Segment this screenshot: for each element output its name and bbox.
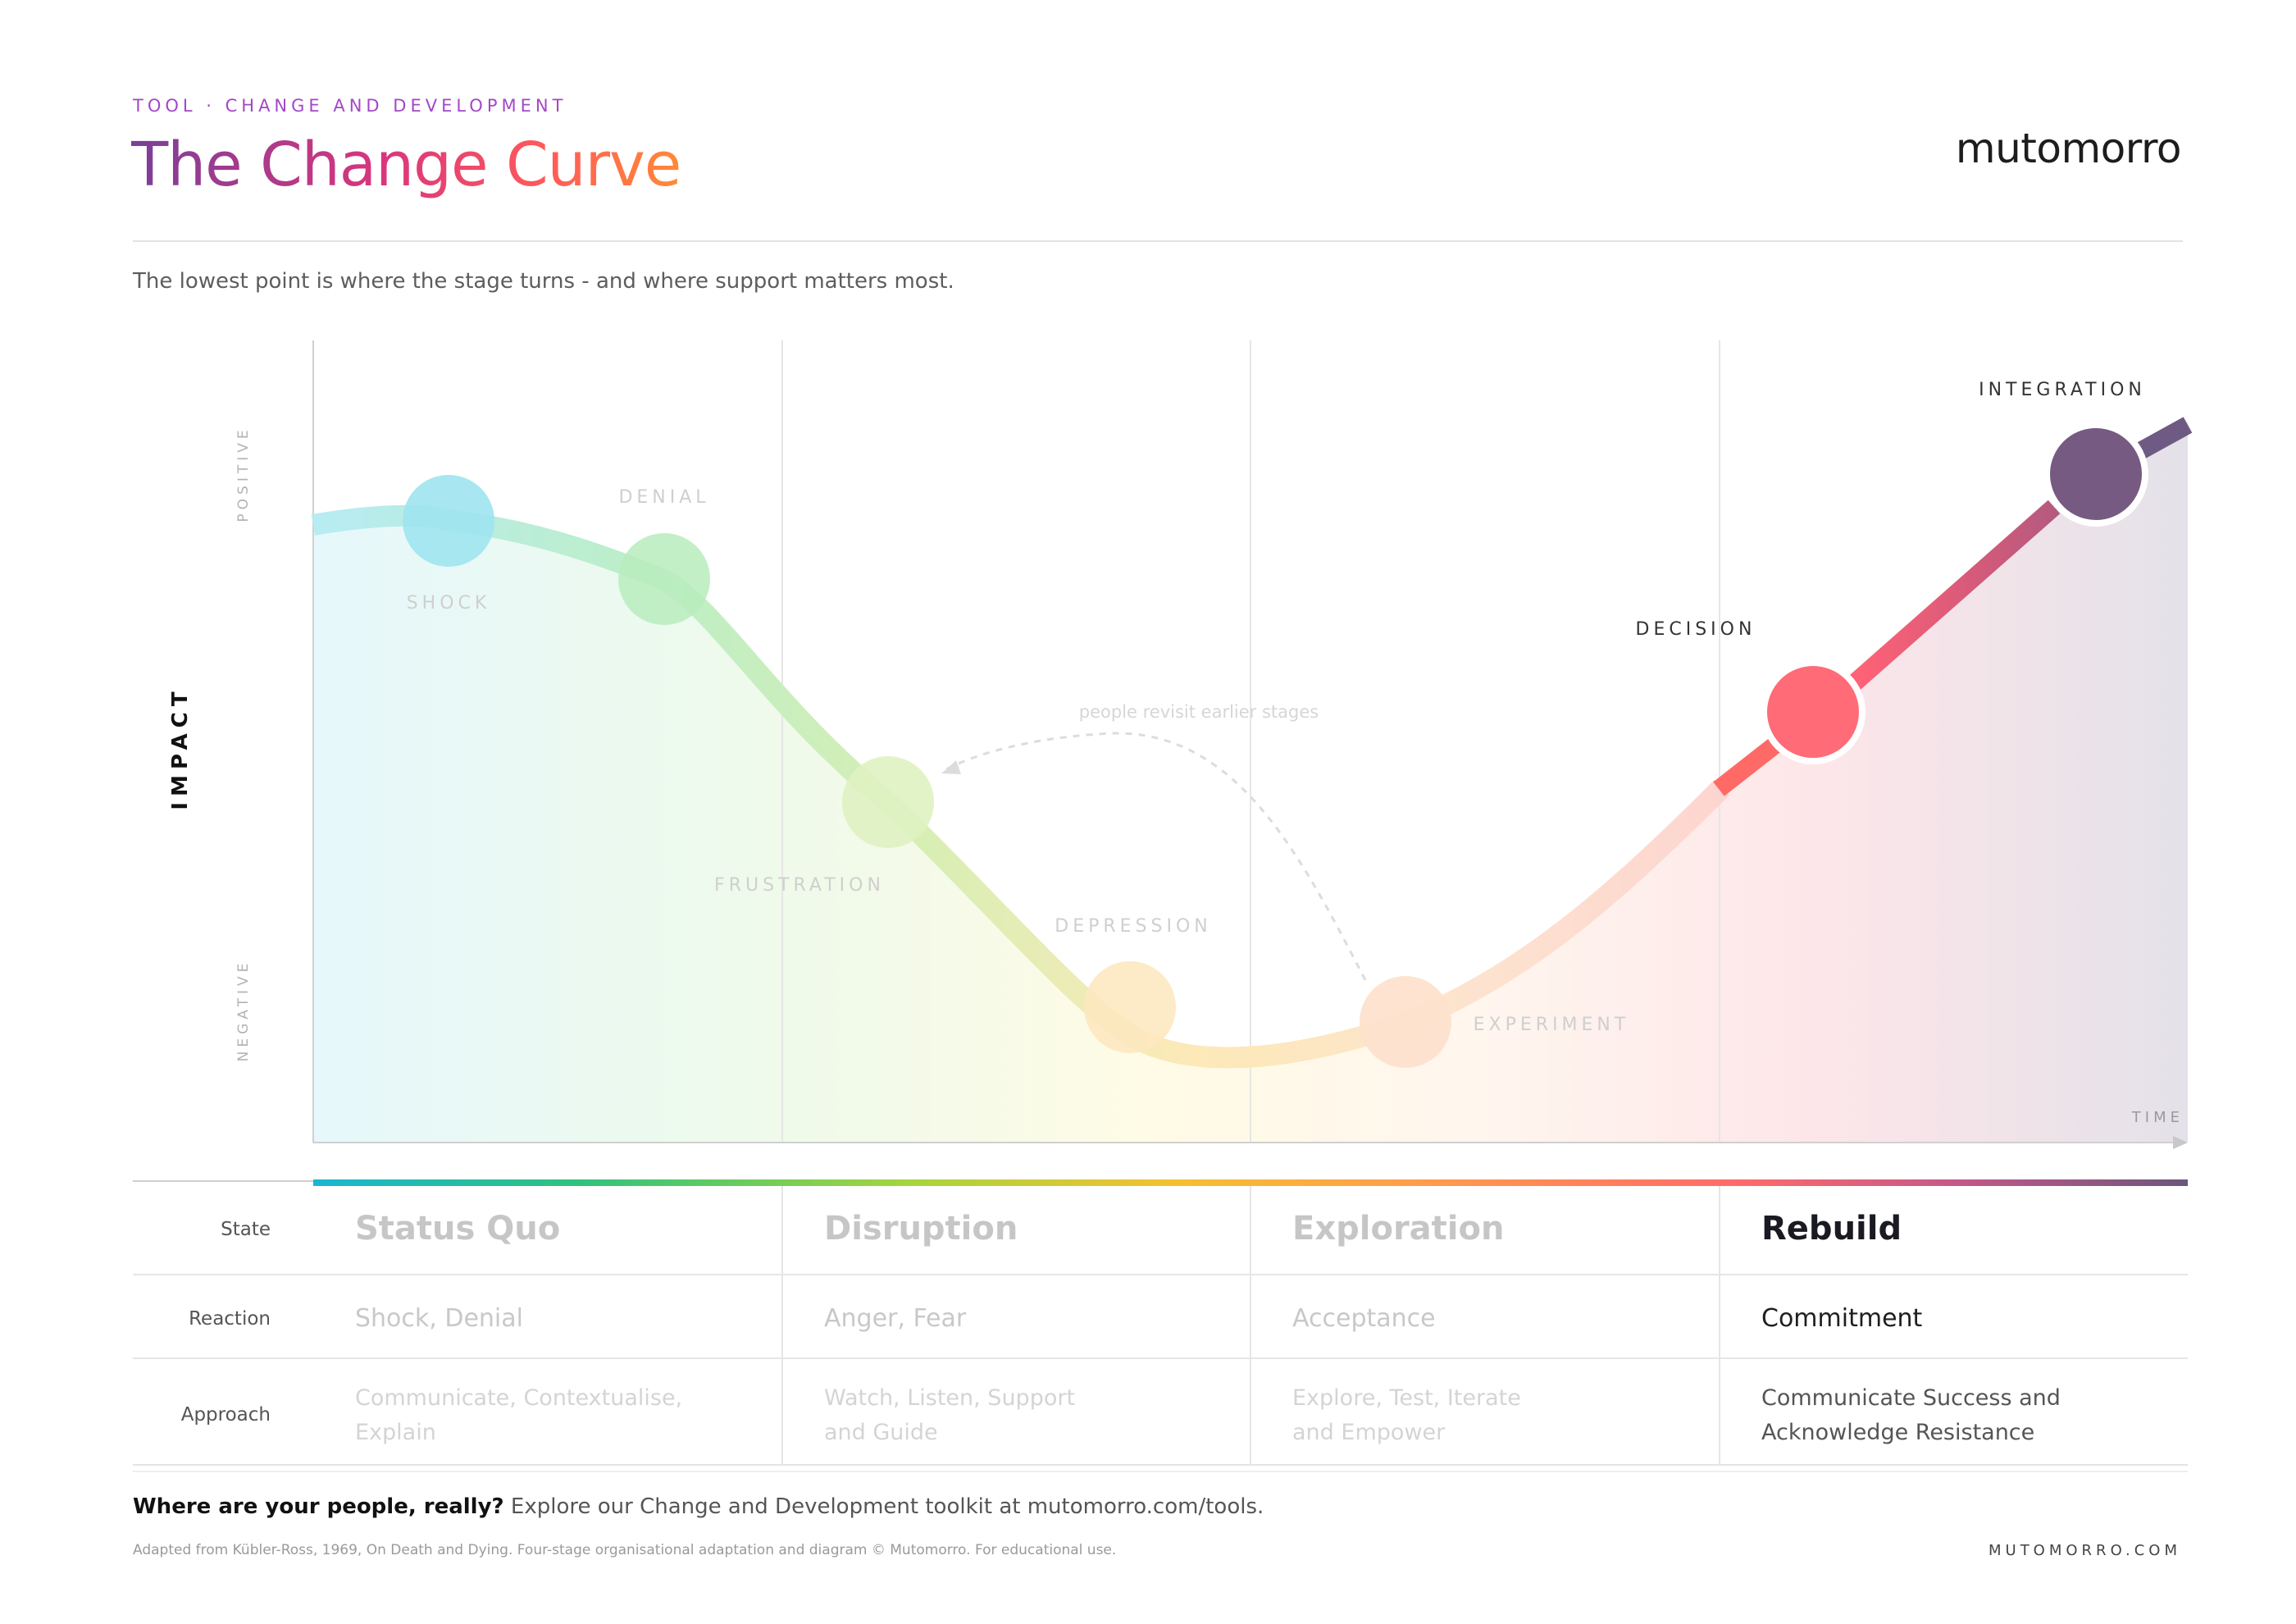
change-curve-active-segment [2135,417,2193,459]
row-label-state: State [221,1219,271,1240]
curve-point-denial[interactable] [618,533,710,625]
revisit-arrow-head-icon [941,760,961,774]
curve-point-shock[interactable] [403,475,494,567]
header-divider [133,240,2183,242]
x-axis-label: TIME [2131,1109,2184,1126]
point-label-denial: DENIAL [618,487,709,508]
approach-exploration: Explore, Test, Iterate and Empower [1292,1385,1521,1445]
reaction-status-quo: Shock, Denial [355,1304,523,1333]
y-axis-positive-label: POSITIVE [235,426,252,522]
curve-point-experiment[interactable] [1360,976,1451,1068]
point-label-decision: DECISION [1636,619,1756,640]
row-label-approach: Approach [180,1404,271,1426]
credit-note: Adapted from Kübler-Ross, 1969, On Death… [133,1542,1117,1558]
x-axis-arrow-icon [2173,1136,2188,1149]
footer-brand-link[interactable]: MUTOMORRO.COM [1988,1542,2181,1559]
approach-rebuild: Communicate Success and Acknowledge Resi… [1761,1385,2061,1445]
reaction-exploration: Acceptance [1292,1304,1436,1333]
stage-gradient-bar [313,1179,2188,1186]
subtitle: The lowest point is where the stage turn… [133,269,954,294]
point-label-shock: SHOCK [407,593,491,614]
row-label-reaction: Reaction [189,1308,271,1330]
approach-disruption: Watch, Listen, Support and Guide [824,1385,1076,1445]
footer-cta[interactable]: Where are your people, really? Explore o… [133,1494,1264,1519]
point-label-integration: INTEGRATION [1979,380,2146,400]
reaction-rebuild: Commitment [1761,1304,1923,1333]
page-title: The Change Curve [131,130,681,200]
curve-point-frustration[interactable] [842,756,934,848]
curve-point-integration[interactable] [2043,422,2148,527]
kicker: TOOL · CHANGE AND DEVELOPMENT [133,96,567,116]
change-curve-active-segment [1847,500,2061,691]
state-exploration: Exploration [1292,1210,1505,1248]
y-axis-label: IMPACT [168,686,193,810]
reaction-disruption: Anger, Fear [824,1304,967,1333]
state-disruption: Disruption [824,1210,1018,1248]
curve-point-decision[interactable] [1761,659,1866,764]
brand-logo[interactable]: mutomorro [1955,125,2182,172]
state-status-quo: Status Quo [355,1210,561,1248]
point-label-frustration: FRUSTRATION [714,875,885,896]
point-label-experiment: EXPERIMENT [1474,1015,1630,1035]
y-axis-negative-label: NEGATIVE [235,960,252,1062]
point-label-depression: DEPRESSION [1055,916,1212,937]
curve-point-depression[interactable] [1084,961,1176,1053]
change-curve-active-segment [1713,737,1781,796]
state-rebuild: Rebuild [1761,1210,1902,1248]
revisit-annotation: people revisit earlier stages [1079,702,1319,722]
approach-status-quo: Communicate, Contextualise, Explain [355,1385,683,1445]
